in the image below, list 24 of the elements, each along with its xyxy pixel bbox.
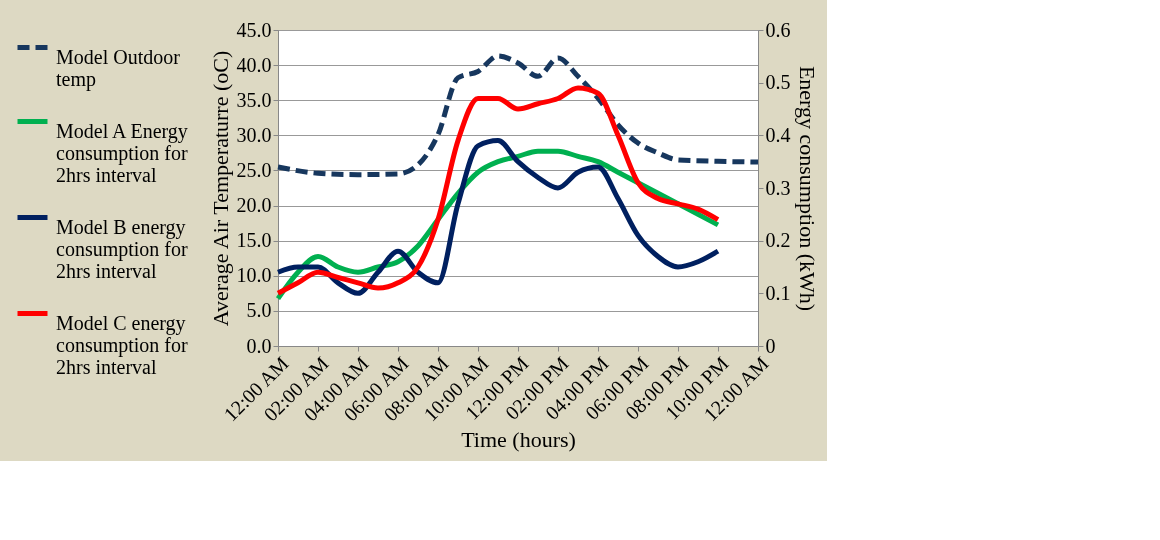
legend-label: Model A Energy consumption for 2hrs interval bbox=[56, 119, 188, 186]
y2-tick-label: 0.1 bbox=[765, 281, 791, 304]
y2-tick-label: 0.3 bbox=[765, 176, 791, 199]
y-tick-label: 10.0 bbox=[236, 264, 272, 287]
y2-tick-label: 0.6 bbox=[765, 18, 791, 41]
y2-tick-label: 0 bbox=[765, 334, 776, 357]
y-tick-label: 40.0 bbox=[236, 53, 272, 76]
y-tick-label: 25.0 bbox=[236, 158, 272, 181]
y-tick-label: 35.0 bbox=[236, 88, 272, 111]
y-axis-title: Average Air Temperaturre (oC) bbox=[207, 50, 233, 327]
y-tick-label: 45.0 bbox=[236, 18, 272, 41]
y2-tick-label: 0.2 bbox=[765, 229, 791, 252]
x-axis-title: Time (hours) bbox=[461, 427, 576, 453]
legend-label: Model B energy consumption for 2hrs interval bbox=[56, 215, 188, 282]
y-tick-label: 5.0 bbox=[246, 299, 272, 322]
y-tick-label: 15.0 bbox=[236, 229, 272, 252]
legend-label: Model C energy consumption for 2hrs interval bbox=[56, 311, 188, 378]
y2-tick-label: 0.5 bbox=[765, 71, 791, 94]
y2-tick-label: 0.4 bbox=[765, 123, 791, 146]
legend-label: Model Outdoor temp bbox=[56, 45, 181, 91]
y-tick-label: 0.0 bbox=[246, 334, 272, 357]
y-tick-label: 20.0 bbox=[236, 194, 272, 217]
y-tick-label: 30.0 bbox=[236, 123, 272, 146]
y2-axis-title: Energy consumption (kWh) bbox=[794, 65, 820, 312]
